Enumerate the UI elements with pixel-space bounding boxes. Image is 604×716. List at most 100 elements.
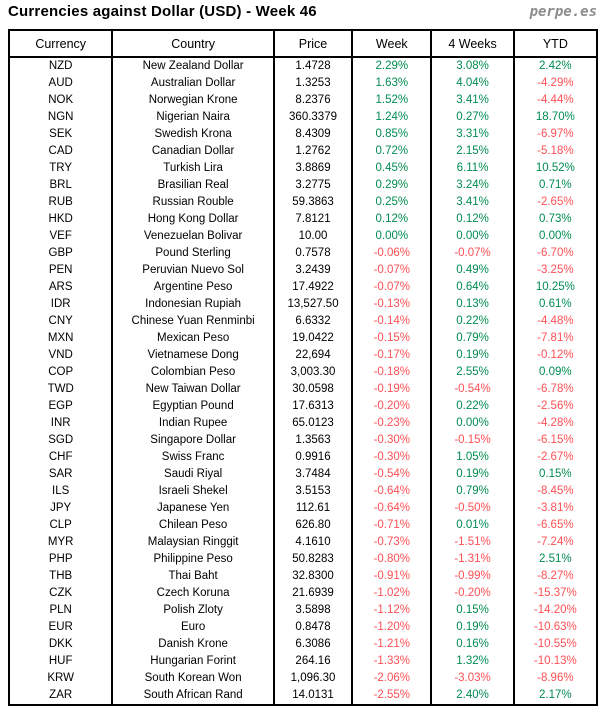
currency-code: CNY	[7, 313, 114, 330]
table-row: HUF Hungarian Forint 264.16 -1.33% 1.32% -10.…	[7, 653, 599, 670]
country-name: Australian Dollar	[111, 75, 275, 92]
currency-code: MYR	[7, 534, 114, 551]
four-weeks-change: -0.15%	[430, 432, 515, 449]
table-row: MYR Malaysian Ringgit 4.1610 -0.73% -1.51% -7…	[7, 534, 599, 551]
ytd-change: -4.44%	[512, 92, 599, 109]
price-value: 30.0598	[272, 381, 354, 398]
price-value: 22,694	[272, 347, 354, 364]
four-weeks-change: 0.00%	[430, 415, 515, 432]
week-change: -0.54%	[351, 466, 433, 483]
four-weeks-change: 2.15%	[430, 143, 515, 160]
week-change: -0.30%	[351, 432, 433, 449]
week-change: -0.71%	[351, 517, 433, 534]
four-weeks-change: 0.79%	[430, 483, 515, 500]
currency-code: IDR	[7, 296, 114, 313]
column-header-price: Price	[272, 29, 354, 58]
country-name: Thai Baht	[111, 568, 275, 585]
price-value: 3.8869	[272, 160, 354, 177]
ytd-change: -0.12%	[512, 347, 599, 364]
table-row: JPY Japanese Yen 112.61 -0.64% -0.50% -3.81%	[7, 500, 599, 517]
week-change: 1.24%	[351, 109, 433, 126]
table-row: NZD New Zealand Dollar 1.4728 2.29% 3.08% 2.4…	[7, 57, 599, 75]
price-value: 14.0131	[272, 687, 354, 705]
price-value: 19.0422	[272, 330, 354, 347]
price-value: 3.2439	[272, 262, 354, 279]
price-value: 1.2762	[272, 143, 354, 160]
ytd-change: 0.00%	[512, 228, 599, 245]
country-name: Nigerian Naira	[111, 109, 275, 126]
price-value: 32.8300	[272, 568, 354, 585]
price-value: 17.6313	[272, 398, 354, 415]
week-change: -0.64%	[351, 500, 433, 517]
currency-code: EUR	[7, 619, 114, 636]
four-weeks-change: 6.11%	[430, 160, 515, 177]
four-weeks-change: 3.24%	[430, 177, 515, 194]
column-header-4weeks: 4 Weeks	[430, 29, 515, 58]
table-row: NGN Nigerian Naira 360.3379 1.24% 0.27% 18.70…	[7, 109, 599, 126]
ytd-change: -15.37%	[512, 585, 599, 602]
country-name: Peruvian Nuevo Sol	[111, 262, 275, 279]
column-header-ytd: YTD	[512, 29, 599, 58]
table-row: VEF Venezuelan Bolivar 10.00 0.00% 0.00% 0.00…	[7, 228, 599, 245]
currency-code: RUB	[7, 194, 114, 211]
currency-code: ILS	[7, 483, 114, 500]
country-name: Singapore Dollar	[111, 432, 275, 449]
four-weeks-change: -0.54%	[430, 381, 515, 398]
four-weeks-change: 0.13%	[430, 296, 515, 313]
week-change: 0.00%	[351, 228, 433, 245]
week-change: -0.18%	[351, 364, 433, 381]
table-row: SGD Singapore Dollar 1.3563 -0.30% -0.15% -6.…	[7, 432, 599, 449]
currency-code: SEK	[7, 126, 114, 143]
week-change: -1.20%	[351, 619, 433, 636]
price-value: 1.4728	[272, 57, 354, 75]
price-value: 360.3379	[272, 109, 354, 126]
ytd-change: -6.65%	[512, 517, 599, 534]
four-weeks-change: 0.16%	[430, 636, 515, 653]
price-value: 626.80	[272, 517, 354, 534]
ytd-change: -4.29%	[512, 75, 599, 92]
week-change: -0.17%	[351, 347, 433, 364]
price-value: 3.2775	[272, 177, 354, 194]
ytd-change: -7.81%	[512, 330, 599, 347]
currency-code: PLN	[7, 602, 114, 619]
week-change: -1.21%	[351, 636, 433, 653]
week-change: 0.72%	[351, 143, 433, 160]
ytd-change: -10.63%	[512, 619, 599, 636]
country-name: New Taiwan Dollar	[111, 381, 275, 398]
four-weeks-change: 2.40%	[430, 687, 515, 705]
ytd-change: 0.73%	[512, 211, 599, 228]
price-value: 8.4309	[272, 126, 354, 143]
ytd-change: 10.52%	[512, 160, 599, 177]
week-change: -2.06%	[351, 670, 433, 687]
country-name: Saudi Riyal	[111, 466, 275, 483]
table-row: RUB Russian Rouble 59.3863 0.25% 3.41% -2.65%	[7, 194, 599, 211]
table-row: PLN Polish Zloty 3.5898 -1.12% 0.15% -14.20%	[7, 602, 599, 619]
price-value: 17.4922	[272, 279, 354, 296]
table-row: SAR Saudi Riyal 3.7484 -0.54% 0.19% 0.15%	[7, 466, 599, 483]
currency-code: KRW	[7, 670, 114, 687]
ytd-change: -6.97%	[512, 126, 599, 143]
price-value: 112.61	[272, 500, 354, 517]
four-weeks-change: -1.31%	[430, 551, 515, 568]
price-value: 10.00	[272, 228, 354, 245]
country-name: Hong Kong Dollar	[111, 211, 275, 228]
table-row: CZK Czech Koruna 21.6939 -1.02% -0.20% -15.37…	[7, 585, 599, 602]
currency-code: TWD	[7, 381, 114, 398]
week-change: -1.12%	[351, 602, 433, 619]
country-name: Swiss Franc	[111, 449, 275, 466]
table-row: PHP Philippine Peso 50.8283 -0.80% -1.31% 2.5…	[7, 551, 599, 568]
week-change: -0.07%	[351, 262, 433, 279]
country-name: Polish Zloty	[111, 602, 275, 619]
table-row: MXN Mexican Peso 19.0422 -0.15% 0.79% -7.81%	[7, 330, 599, 347]
country-name: Euro	[111, 619, 275, 636]
week-change: -0.15%	[351, 330, 433, 347]
currency-code: EGP	[7, 398, 114, 415]
currency-code: ZAR	[7, 687, 114, 705]
currency-code: TRY	[7, 160, 114, 177]
currency-code: MXN	[7, 330, 114, 347]
country-name: Czech Koruna	[111, 585, 275, 602]
currency-table-header: Currency Country Price Week 4 Weeks YTD	[7, 29, 599, 58]
table-row: SEK Swedish Krona 8.4309 0.85% 3.31% -6.97%	[7, 126, 599, 143]
country-name: Japanese Yen	[111, 500, 275, 517]
currency-code: SAR	[7, 466, 114, 483]
